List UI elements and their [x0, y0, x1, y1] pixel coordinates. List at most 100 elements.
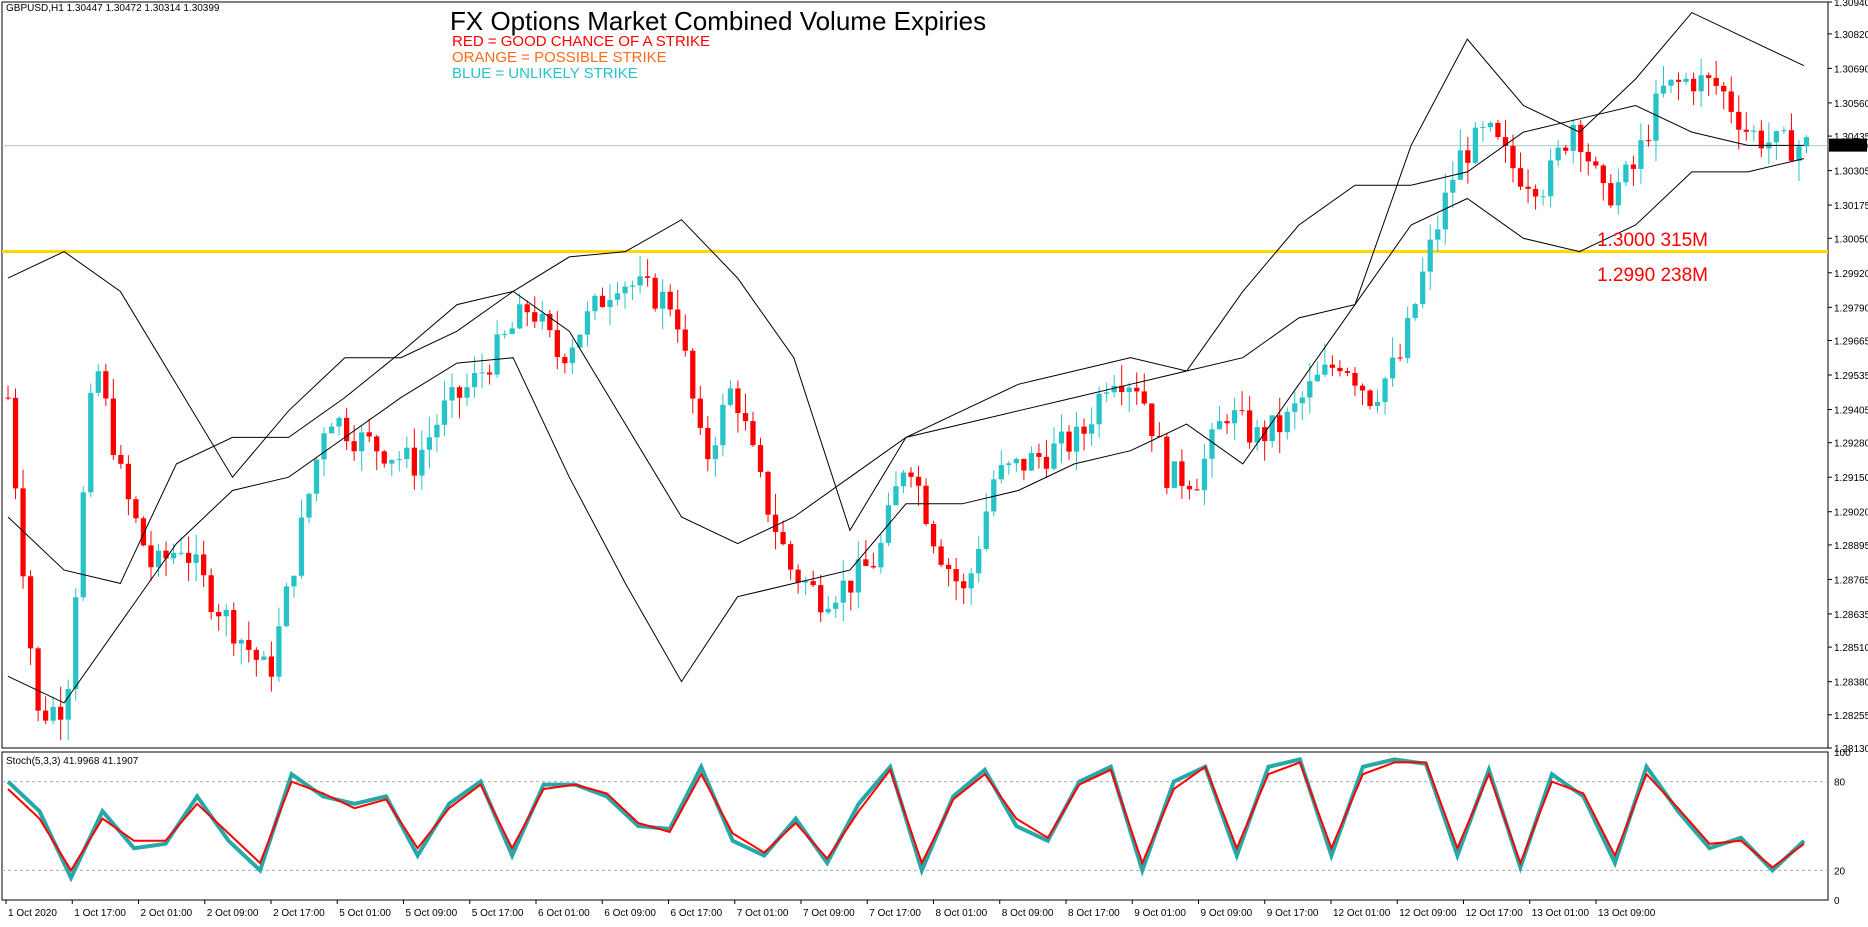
legend-orange: ORANGE = POSSIBLE STRIKE	[452, 49, 667, 66]
candle-body	[855, 559, 861, 593]
candle-body	[577, 334, 583, 348]
candle-body	[930, 524, 937, 547]
candle-body	[185, 552, 192, 563]
candle-body	[1480, 127, 1486, 129]
candle-body	[1743, 129, 1749, 132]
candle-body	[163, 550, 169, 559]
candle-body	[359, 432, 365, 452]
candle-body	[1570, 124, 1576, 151]
candle-body	[1668, 79, 1674, 86]
candle-body	[1578, 124, 1584, 152]
candle-body	[983, 511, 989, 549]
candle-body	[953, 569, 959, 582]
x-tick-label: 8 Oct 09:00	[1002, 908, 1054, 919]
candle-body	[1126, 387, 1132, 393]
strike-label-2: 1.2990 238M	[1597, 265, 1708, 286]
candle-body	[1713, 77, 1719, 86]
candle-body	[208, 575, 214, 613]
candle-body	[1472, 127, 1479, 163]
candle-body	[1171, 461, 1178, 488]
candle-body	[1284, 411, 1290, 433]
candle-body	[268, 656, 275, 677]
candle-body	[328, 426, 335, 434]
y-tick-label: 1.29150	[1834, 473, 1868, 484]
candle-body	[140, 518, 147, 546]
x-tick-label: 2 Oct 01:00	[141, 908, 193, 919]
candle-body	[1367, 390, 1373, 407]
candle-body	[1322, 364, 1328, 375]
candle-body	[502, 334, 508, 336]
candle-body	[1104, 392, 1110, 394]
candle-body	[1119, 385, 1125, 393]
stoch-info: Stoch(5,3,3) 41.9968 41.1907	[6, 756, 139, 767]
candle-body	[667, 291, 673, 310]
candle-body	[1066, 431, 1072, 452]
current-price-tag	[1829, 138, 1867, 152]
candle-body	[42, 710, 49, 721]
x-tick-label: 9 Oct 01:00	[1134, 908, 1186, 919]
candle-body	[178, 552, 184, 554]
candle-body	[155, 550, 162, 568]
stoch-tick-label: 0	[1834, 896, 1840, 907]
candle-body	[404, 447, 410, 460]
x-tick-label: 1 Oct 2020	[8, 908, 57, 919]
candle-body	[1803, 137, 1810, 147]
candle-body	[276, 626, 282, 677]
candle-body	[1269, 415, 1275, 442]
x-tick-label: 2 Oct 09:00	[207, 908, 259, 919]
candle-body	[765, 471, 771, 515]
candle-body	[231, 609, 237, 644]
candle-body	[622, 286, 628, 294]
bollinger-middle-line	[7, 104, 1804, 584]
candle-body	[825, 608, 831, 613]
x-tick-label: 5 Oct 09:00	[406, 908, 458, 919]
candle-body	[742, 413, 749, 422]
candle-body	[1660, 85, 1667, 94]
candle-body	[1389, 357, 1396, 379]
candle-body	[1239, 410, 1245, 412]
stoch-signal-line	[7, 761, 1805, 873]
y-tick-label: 1.30435	[1834, 132, 1868, 143]
y-tick-label: 1.29535	[1834, 371, 1868, 382]
candle-body	[599, 295, 606, 308]
candle-body	[464, 387, 470, 398]
candle-body	[1540, 196, 1546, 198]
candle-body	[73, 597, 79, 689]
candle-body	[803, 581, 809, 583]
x-tick-label: 6 Oct 01:00	[538, 908, 590, 919]
y-tick-label: 1.28635	[1834, 610, 1868, 621]
candle-body	[1405, 318, 1411, 359]
candle-body	[750, 421, 756, 446]
candle-body	[1149, 403, 1155, 437]
candle-body	[1517, 168, 1524, 187]
candle-body	[1427, 239, 1433, 272]
candle-body	[193, 554, 199, 563]
candle-body	[479, 372, 485, 374]
x-tick-label: 2 Oct 17:00	[273, 908, 325, 919]
candle-body	[148, 545, 154, 568]
candle-body	[306, 493, 312, 518]
chart-title: FX Options Market Combined Volume Expiri…	[450, 6, 987, 36]
candle-body	[351, 441, 357, 452]
candle-body	[1585, 151, 1591, 162]
candle-body	[170, 552, 177, 559]
candle-body	[1397, 357, 1403, 359]
strike-label-1: 1.3000 315M	[1597, 230, 1708, 251]
candle-body	[1615, 182, 1621, 206]
candle-body	[1058, 431, 1065, 444]
candle-body	[1299, 397, 1305, 404]
candle-body	[569, 347, 576, 364]
y-tick-label: 1.30940	[1834, 0, 1868, 9]
candle-body	[1420, 271, 1426, 305]
candle-body	[1216, 421, 1223, 430]
candle-body	[1006, 463, 1012, 466]
candle-body	[592, 295, 598, 312]
candle-body	[374, 436, 380, 452]
x-tick-label: 12 Oct 01:00	[1333, 908, 1391, 919]
candle-body	[456, 387, 463, 398]
y-tick-label: 1.29920	[1834, 269, 1868, 280]
x-tick-label: 6 Oct 17:00	[671, 908, 723, 919]
candle-body	[1209, 429, 1215, 459]
candle-body	[313, 459, 320, 494]
